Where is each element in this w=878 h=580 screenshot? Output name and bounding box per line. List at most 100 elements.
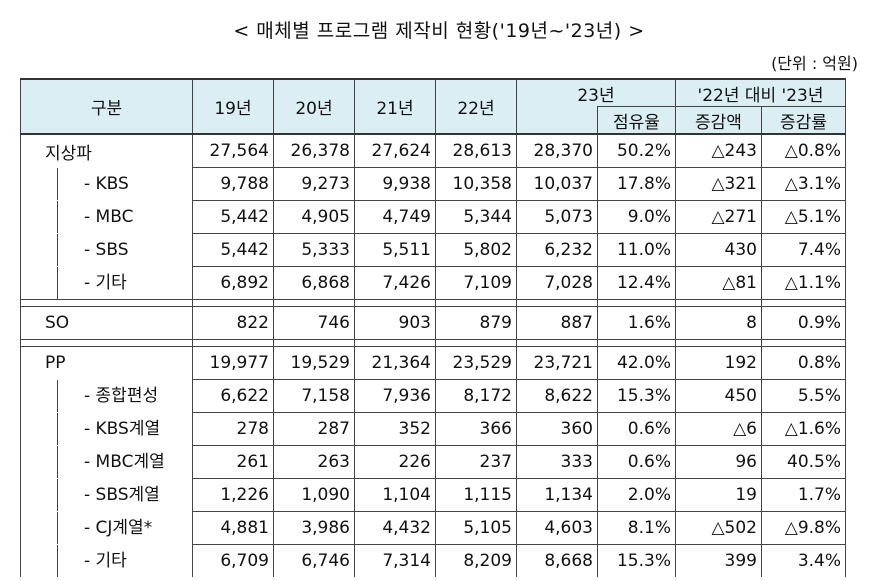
page-title: < 매체별 프로그램 제작비 현황('19년~'23년) > — [233, 20, 645, 42]
table-cell: 4,432 — [354, 511, 436, 545]
row-label: - 종합편성 — [20, 379, 193, 413]
table-cell: 40.5% — [760, 445, 847, 479]
table-cell: △6 — [675, 412, 762, 446]
table-cell: △81 — [675, 266, 762, 300]
table-cell: 42.0% — [597, 346, 676, 380]
table-cell: 0.6% — [597, 412, 676, 446]
table-cell: 261 — [192, 445, 274, 479]
table-row: SO 822 746 903 879 887 1.6% 8 0.9% — [20, 306, 847, 340]
row-label-text: - KBS — [57, 168, 251, 200]
group-spacer — [20, 339, 847, 347]
table-cell: 7,158 — [273, 379, 355, 413]
table-cell: 1,090 — [273, 478, 355, 512]
table-cell: 17.8% — [597, 167, 676, 201]
header-year-20: 20년 — [273, 78, 355, 135]
table-cell: 28,613 — [435, 133, 517, 168]
table-cell: 226 — [354, 445, 436, 479]
row-label: - KBS계열 — [20, 412, 193, 446]
table-cell: 4,603 — [516, 511, 598, 545]
table-cell: 27,564 — [192, 133, 274, 168]
row-label: - MBC계열 — [20, 445, 193, 479]
table-cell: 2.0% — [597, 478, 676, 512]
table-row: - SBS 5,442 5,333 5,511 5,802 6,232 11.0% 430 7.… — [20, 233, 847, 267]
table-cell: 5,511 — [354, 233, 436, 267]
table-cell: △502 — [675, 511, 762, 545]
table-cell: △3.1% — [760, 167, 847, 201]
table-cell: 4,881 — [192, 511, 274, 545]
table-cell: 879 — [435, 306, 517, 340]
row-label: - SBS — [20, 233, 193, 267]
table-cell: 1.6% — [597, 306, 676, 340]
group-spacer — [20, 299, 847, 307]
table-cell: 96 — [675, 445, 762, 479]
row-label-text: - 기타 — [57, 266, 251, 299]
header-year-23: 23년 — [516, 78, 676, 107]
table-cell: 822 — [192, 306, 274, 340]
table-row: 지상파 27,564 26,378 27,624 28,613 28,370 50.2% △2… — [20, 133, 847, 168]
row-label: - MBC — [20, 200, 193, 234]
table-cell: 263 — [273, 445, 355, 479]
table-cell: 8,668 — [516, 544, 598, 577]
table-row: - 기타 6,709 6,746 7,314 8,209 8,668 15.3% 399 3.4… — [20, 544, 847, 577]
table-cell: 4,905 — [273, 200, 355, 234]
table-row: - CJ계열* 4,881 3,986 4,432 5,105 4,603 8.1% △502… — [20, 511, 847, 545]
row-label-text: - SBS계열 — [57, 479, 251, 511]
table-cell: 887 — [516, 306, 598, 340]
row-label: - SBS계열 — [20, 478, 193, 512]
table-cell: 7,936 — [354, 379, 436, 413]
header-blank — [516, 106, 598, 135]
table-cell: 0.8% — [760, 346, 847, 380]
table-cell: 8 — [675, 306, 762, 340]
table-row: - 종합편성 6,622 7,158 7,936 8,172 8,622 15.3% 450 5… — [20, 379, 847, 413]
table-cell: 903 — [354, 306, 436, 340]
header-year-22: 22년 — [435, 78, 517, 135]
table-cell: 5,802 — [435, 233, 517, 267]
row-label: - CJ계열* — [20, 511, 193, 545]
table-cell: 5,442 — [192, 233, 274, 267]
table-cell: 3,986 — [273, 511, 355, 545]
header-share: 점유율 — [597, 106, 676, 135]
table-cell: △9.8% — [760, 511, 847, 545]
table-cell: △321 — [675, 167, 762, 201]
table-cell: △1.1% — [760, 266, 847, 300]
table-cell: 1,226 — [192, 478, 274, 512]
row-label-text: - SBS — [57, 234, 251, 266]
table-cell: 7,028 — [516, 266, 598, 300]
row-label: - KBS — [20, 167, 193, 201]
table-cell: 23,529 — [435, 346, 517, 380]
table-cell: 746 — [273, 306, 355, 340]
table-cell: 5,333 — [273, 233, 355, 267]
row-label-text: - MBC — [57, 201, 251, 233]
table-cell: 9.0% — [597, 200, 676, 234]
table-row: PP 19,977 19,529 21,364 23,529 23,721 42.0% 192… — [20, 346, 847, 380]
table-cell: 8,172 — [435, 379, 517, 413]
table-cell: 366 — [435, 412, 517, 446]
row-label: SO — [20, 306, 193, 340]
table-cell: 9,788 — [192, 167, 274, 201]
table-row: - 기타 6,892 6,868 7,426 7,109 7,028 12.4% △81 △1.… — [20, 266, 847, 300]
table-cell: 15.3% — [597, 379, 676, 413]
row-label: 지상파 — [20, 133, 193, 168]
table-cell: 7,314 — [354, 544, 436, 577]
table-cell: 5,105 — [435, 511, 517, 545]
table-cell: 50.2% — [597, 133, 676, 168]
table-cell: 8.1% — [597, 511, 676, 545]
table-cell: 333 — [516, 445, 598, 479]
table-cell: 0.6% — [597, 445, 676, 479]
table-cell: 360 — [516, 412, 598, 446]
table-cell: 21,364 — [354, 346, 436, 380]
table-cell: 3.4% — [760, 544, 847, 577]
table-cell: 19,977 — [192, 346, 274, 380]
table-cell: △271 — [675, 200, 762, 234]
table-cell: 26,378 — [273, 133, 355, 168]
table-cell: 1,115 — [435, 478, 517, 512]
table-row: - MBC 5,442 4,905 4,749 5,344 5,073 9.0% △271 △5… — [20, 200, 847, 234]
production-cost-table: 구분 19년 20년 21년 22년 23년 '22년 대비 '23년 점유율 … — [20, 78, 847, 577]
table-cell: 6,622 — [192, 379, 274, 413]
row-label-text: - CJ계열* — [57, 512, 251, 544]
table-cell: 12.4% — [597, 266, 676, 300]
table-cell: 9,938 — [354, 167, 436, 201]
table-cell: 6,868 — [273, 266, 355, 300]
header-increase-rate: 증감률 — [760, 106, 847, 135]
table-cell: 352 — [354, 412, 436, 446]
